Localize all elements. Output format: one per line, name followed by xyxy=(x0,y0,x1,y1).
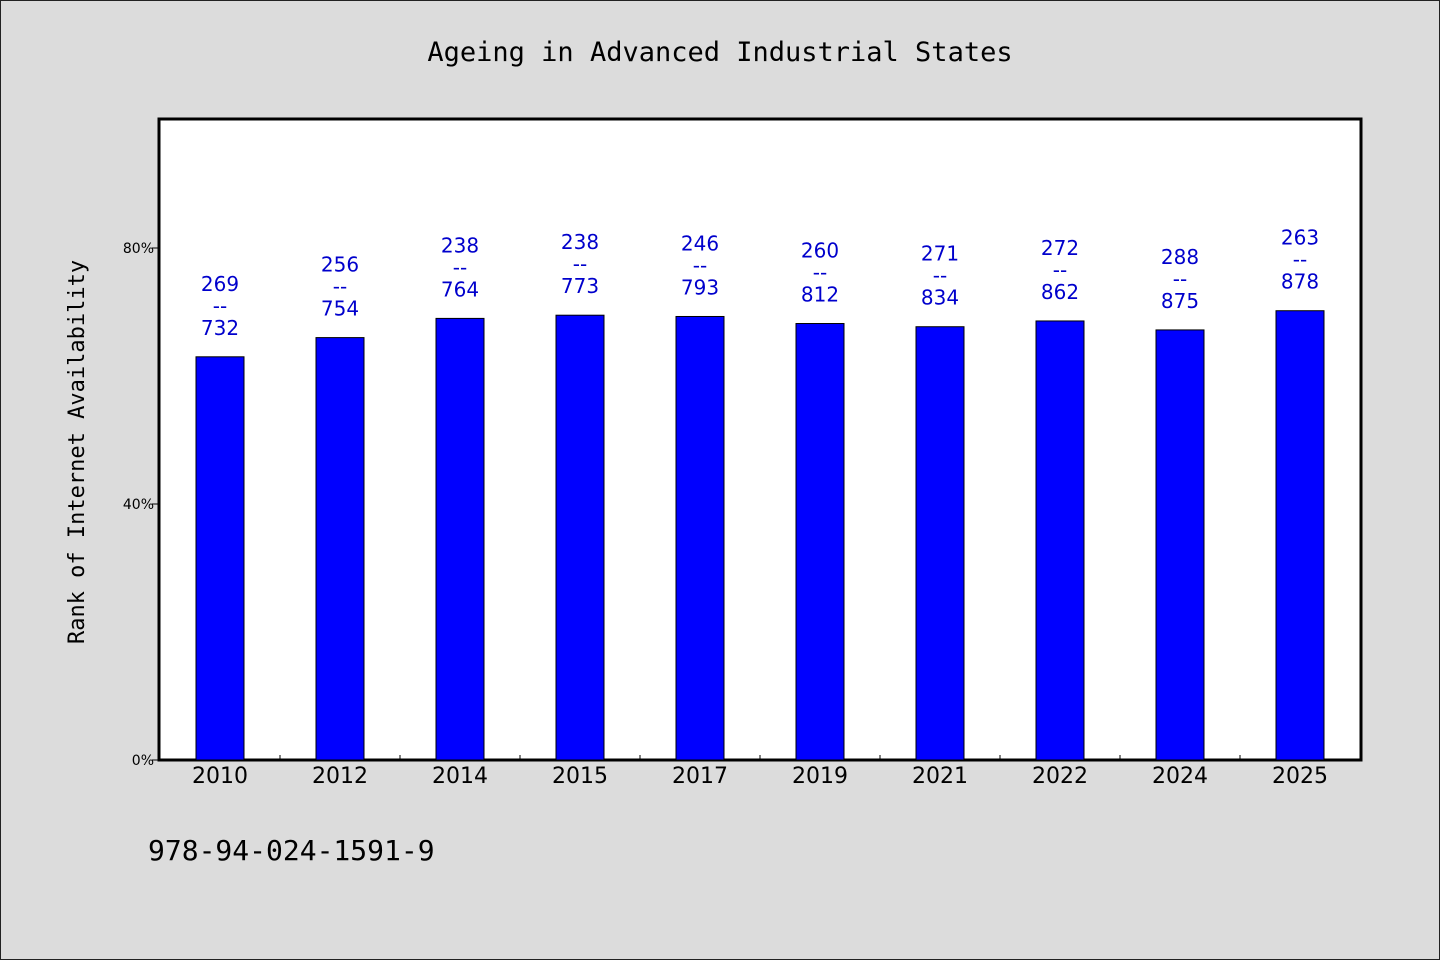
data-label-bottom: 875 xyxy=(1161,289,1199,313)
bar xyxy=(675,315,725,761)
x-tick-label: 2010 xyxy=(192,764,248,789)
data-label-separator: -- xyxy=(213,294,227,318)
data-label-top: 271 xyxy=(921,242,959,266)
data-label-separator: -- xyxy=(333,275,347,299)
data-label-top: 260 xyxy=(801,239,839,263)
x-tick-label: 2025 xyxy=(1272,764,1328,789)
x-tick-label: 2015 xyxy=(552,764,608,789)
data-label-separator: -- xyxy=(693,253,707,277)
data-label-bottom: 764 xyxy=(441,277,479,301)
bar xyxy=(555,314,605,761)
data-label-bottom: 732 xyxy=(201,316,239,340)
bar xyxy=(795,323,845,761)
data-label-bottom: 862 xyxy=(1041,280,1079,304)
chart-title: Ageing in Advanced Industrial States xyxy=(427,37,1012,68)
x-tick-label: 2022 xyxy=(1032,764,1088,789)
x-tick-label: 2014 xyxy=(432,764,488,789)
data-label-separator: -- xyxy=(1293,248,1307,272)
y-tick-label: 40% xyxy=(123,497,154,513)
bar xyxy=(195,356,245,761)
data-label-separator: -- xyxy=(453,255,467,279)
data-label-top: 288 xyxy=(1161,245,1199,269)
data-label-top: 238 xyxy=(441,233,479,257)
data-label-top: 269 xyxy=(201,272,239,296)
data-label-bottom: 773 xyxy=(561,274,599,298)
data-label-top: 238 xyxy=(561,230,599,254)
data-label-top: 256 xyxy=(321,253,359,277)
bar xyxy=(915,326,965,761)
footer-code: 978-94-024-1591-9 xyxy=(148,834,435,867)
data-label-bottom: 834 xyxy=(921,286,959,310)
data-label-separator: -- xyxy=(933,264,947,288)
x-tick-label: 2019 xyxy=(792,764,848,789)
y-axis-label: Rank of Internet Availability xyxy=(65,260,90,644)
bar xyxy=(1275,310,1325,761)
data-label-bottom: 878 xyxy=(1281,270,1319,294)
bar xyxy=(315,337,365,761)
data-label-bottom: 793 xyxy=(681,275,719,299)
data-labels: 269--732256--754238--764238--773246--793… xyxy=(201,226,1319,340)
data-label-separator: -- xyxy=(573,252,587,276)
x-tick-label: 2017 xyxy=(672,764,728,789)
y-axis: 0% 40% 80% xyxy=(123,241,160,769)
bars xyxy=(195,310,1325,761)
data-label-separator: -- xyxy=(1173,267,1187,291)
data-label-top: 272 xyxy=(1041,236,1079,260)
bar xyxy=(1035,320,1085,761)
x-tick-label: 2024 xyxy=(1152,764,1208,789)
data-label-separator: -- xyxy=(1053,258,1067,282)
x-axis: 2010 2012 2014 2015 2017 2019 2021 2022 2024 2025 xyxy=(192,755,1328,789)
x-tick-label: 2021 xyxy=(912,764,968,789)
bar xyxy=(1155,329,1205,761)
x-tick-label: 2012 xyxy=(312,764,368,789)
y-tick-label: 80% xyxy=(123,241,154,257)
data-label-top: 263 xyxy=(1281,226,1319,250)
data-label-bottom: 754 xyxy=(321,297,359,321)
bar xyxy=(435,317,485,761)
data-label-separator: -- xyxy=(813,261,827,285)
y-tick-label: 0% xyxy=(132,753,154,769)
data-label-bottom: 812 xyxy=(801,283,839,307)
data-label-top: 246 xyxy=(681,231,719,255)
